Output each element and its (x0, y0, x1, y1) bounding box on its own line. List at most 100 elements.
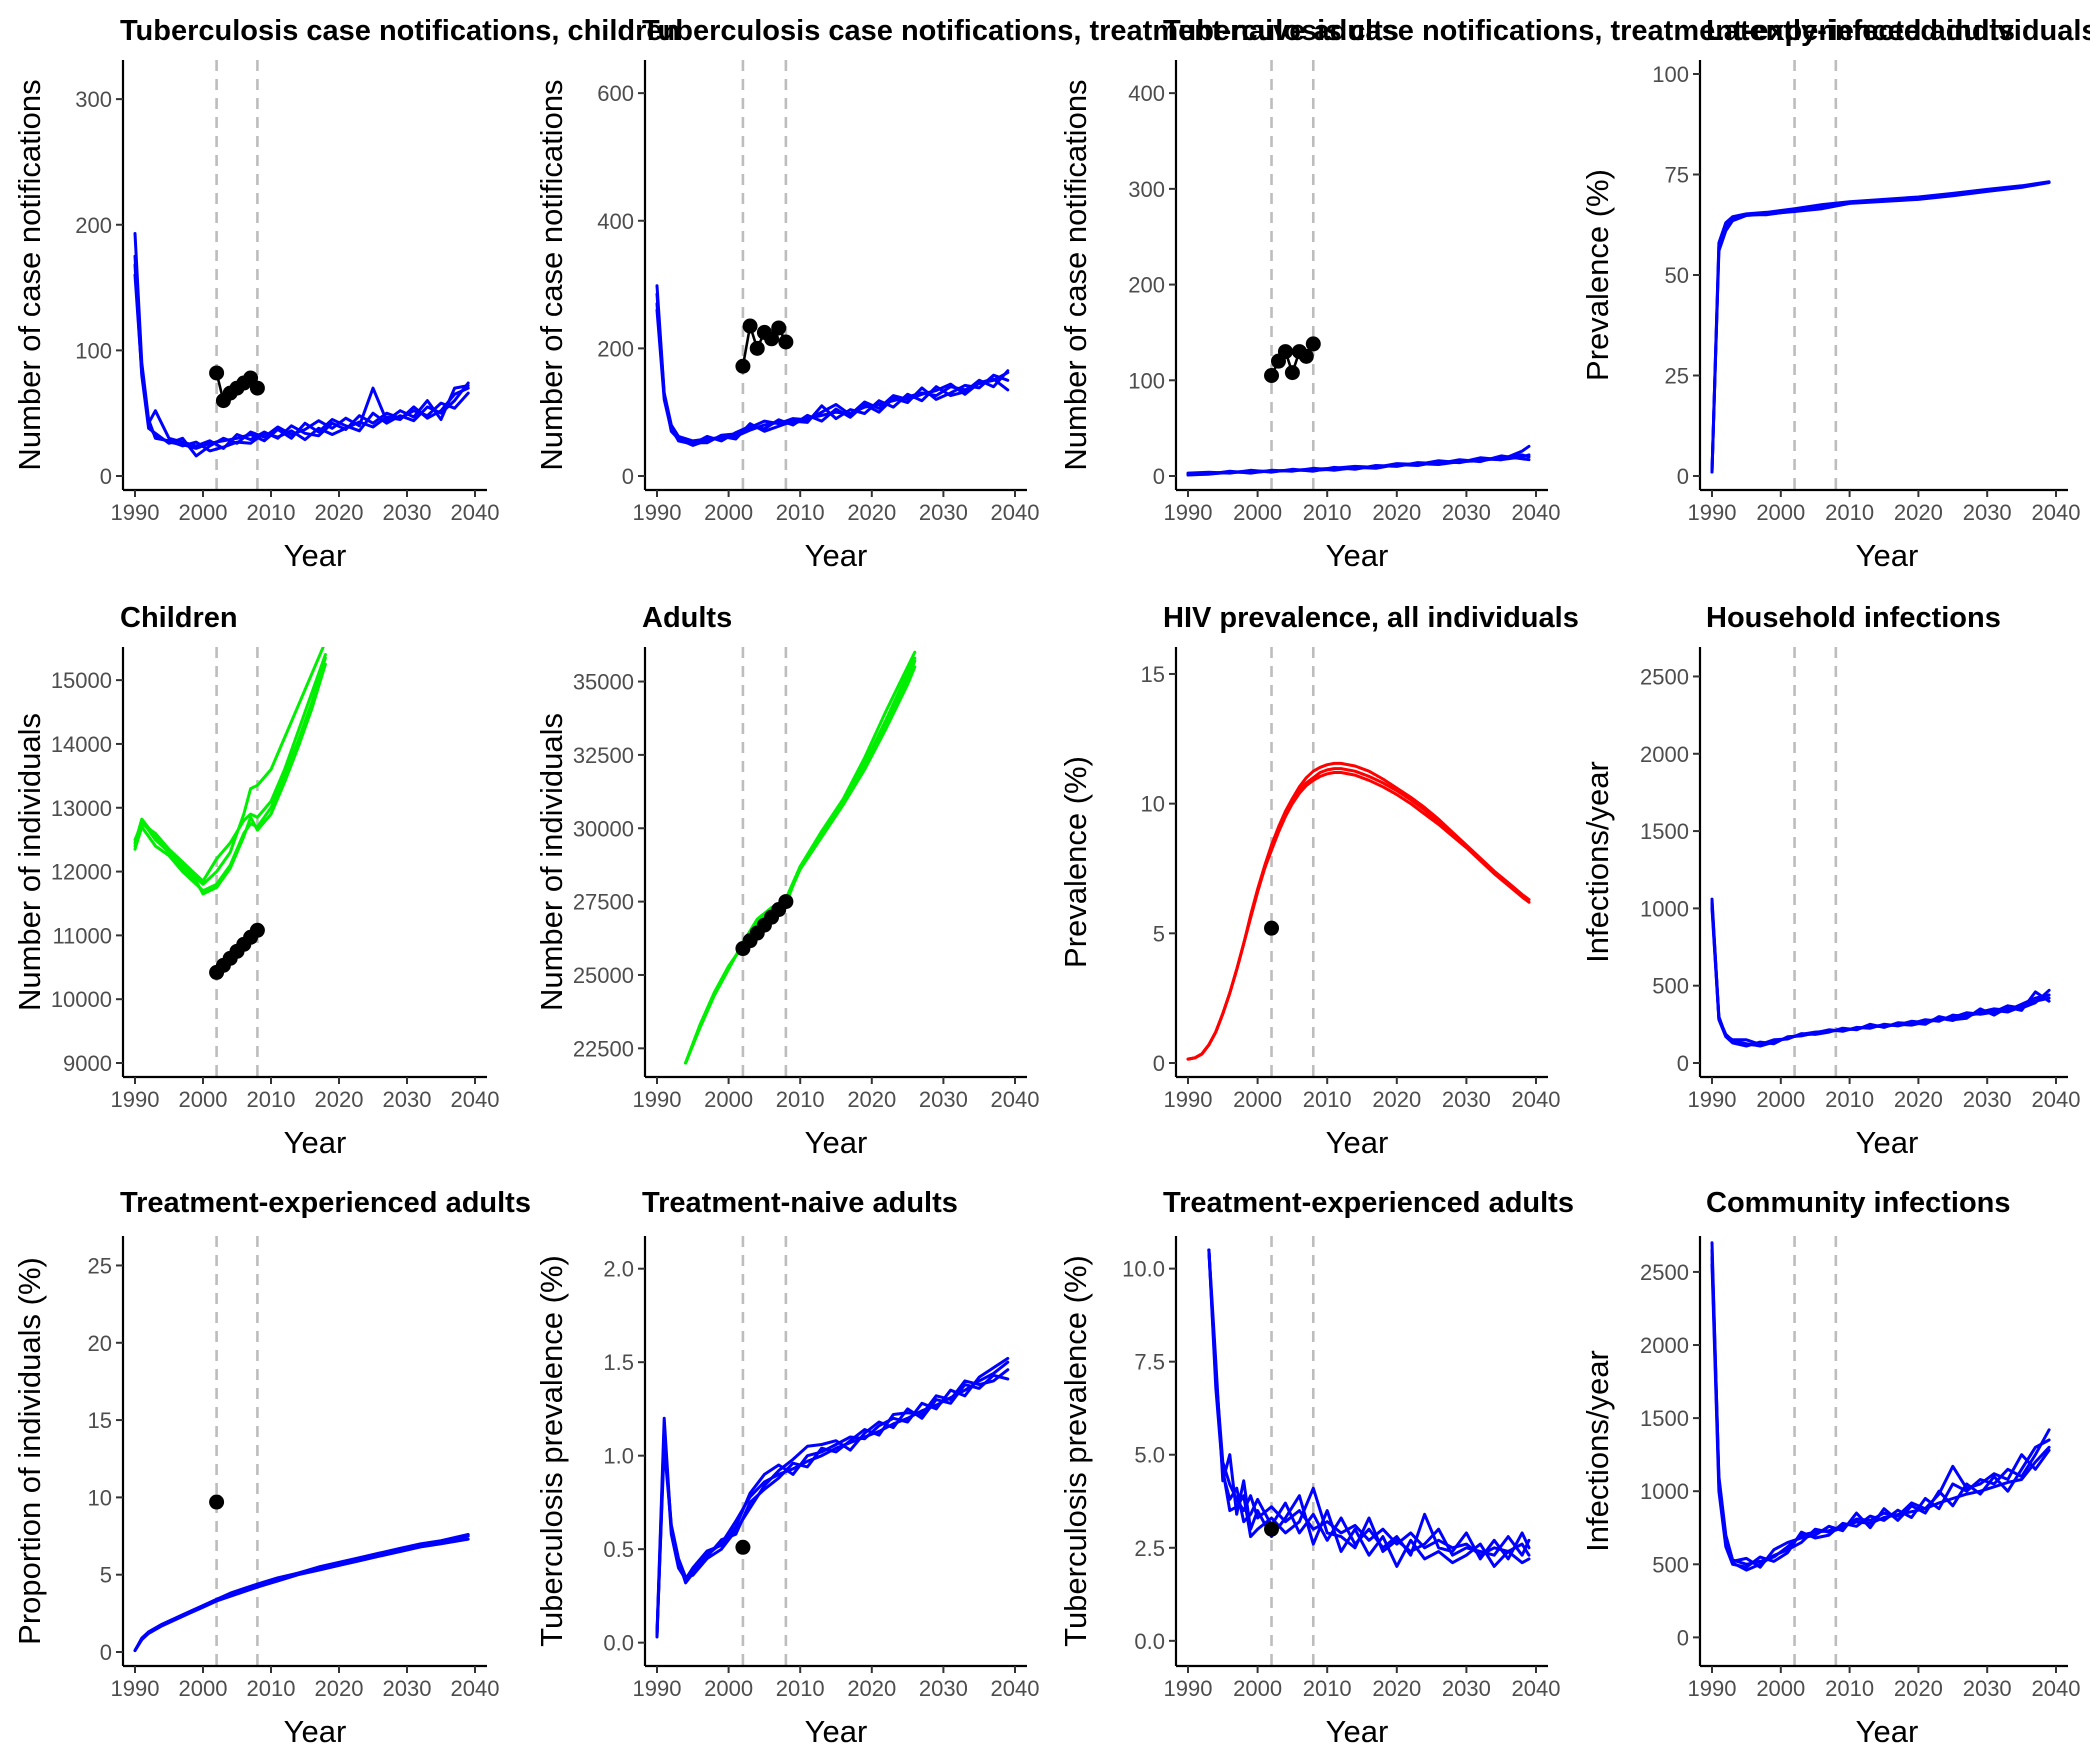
y-axis-title: Number of individuals (12, 713, 47, 1011)
x-tick-label: 2040 (1512, 1676, 1561, 1701)
x-tick-label: 2040 (1512, 500, 1561, 525)
y-tick-label: 2000 (1640, 1333, 1689, 1358)
series-line (1710, 180, 2051, 474)
y-tick-label: 0 (1677, 1625, 1689, 1650)
series-line (655, 308, 1010, 445)
y-tick-label: 9000 (63, 1051, 112, 1076)
y-tick-label: 20 (88, 1331, 112, 1356)
y-tick-label: 200 (75, 213, 112, 238)
x-tick-label: 2030 (919, 500, 968, 525)
series-line (1710, 181, 2051, 474)
x-axis-title: Year (805, 1714, 868, 1749)
panel-9: 1990 2000 2010 2020 2030 2040 0 5 10 15 20 25 Year Pr… (12, 1187, 531, 1749)
y-axis-title: Infections/year (1580, 761, 1615, 963)
y-tick-label: 0 (100, 464, 112, 489)
x-tick-label: 2020 (1372, 1676, 1421, 1701)
y-tick-label: 5 (100, 1563, 112, 1588)
y-tick-label: 50 (1665, 263, 1689, 288)
y-axis-title: Prevalence (%) (1580, 169, 1615, 381)
series-line (684, 650, 917, 1065)
series-line (1186, 761, 1531, 1061)
series-line (1207, 1248, 1531, 1557)
x-tick-label: 2020 (1894, 1087, 1943, 1112)
y-axis-title: Infections/year (1580, 1350, 1615, 1552)
x-tick-label: 2000 (1756, 1087, 1805, 1112)
x-tick-label: 2000 (1233, 1087, 1282, 1112)
y-tick-label: 400 (1128, 81, 1165, 106)
x-tick-label: 2010 (247, 1676, 296, 1701)
y-tick-label: 500 (1652, 1552, 1689, 1577)
series-line (1710, 1263, 2051, 1569)
observed-point (1298, 348, 1314, 364)
y-tick-label: 25 (1665, 364, 1689, 389)
y-tick-label: 30000 (573, 816, 634, 841)
y-axis-title: Number of case notifications (1058, 79, 1093, 470)
series-line (655, 1368, 1010, 1635)
y-tick-label: 1000 (1640, 896, 1689, 921)
y-tick-label: 1.0 (603, 1444, 634, 1469)
x-tick-label: 2000 (704, 500, 753, 525)
series-line (1207, 1248, 1531, 1561)
series-line (133, 1533, 470, 1652)
x-tick-label: 2010 (1825, 500, 1874, 525)
x-tick-label: 2030 (1442, 1676, 1491, 1701)
x-tick-label: 2010 (1825, 1676, 1874, 1701)
observed-point (209, 1494, 225, 1510)
x-axis-title: Year (805, 538, 868, 573)
observed-point (249, 380, 265, 396)
y-tick-label: 75 (1665, 163, 1689, 188)
panel-title: Tuberculosis case notifications, treatme… (642, 15, 1399, 47)
x-tick-label: 1990 (111, 500, 160, 525)
y-tick-label: 2500 (1640, 1260, 1689, 1285)
panel-title: Latently-infected individuals (1706, 15, 2090, 47)
x-tick-label: 1990 (1688, 1087, 1737, 1112)
y-axis-title: Number of individuals (534, 713, 569, 1011)
x-tick-label: 1990 (1164, 1676, 1213, 1701)
x-tick-label: 2020 (1372, 1087, 1421, 1112)
x-tick-label: 1990 (111, 1087, 160, 1112)
x-axis-title: Year (1856, 1125, 1919, 1160)
series-line (1710, 1248, 2051, 1566)
y-tick-label: 200 (597, 336, 634, 361)
y-tick-label: 22500 (573, 1036, 634, 1061)
x-tick-label: 2020 (315, 1087, 364, 1112)
panel-title: Adults (642, 602, 732, 634)
x-tick-label: 1990 (1164, 500, 1213, 525)
x-tick-label: 2030 (383, 500, 432, 525)
y-tick-label: 15000 (51, 668, 112, 693)
x-tick-label: 1990 (633, 1087, 682, 1112)
panel-11: 1990 2000 2010 2020 2030 2040 0.0 2.5 5.0 7.5 10.0… (1058, 1187, 1574, 1749)
series-line (133, 662, 327, 896)
panel-7: 1990 2000 2010 2020 2030 2040 0 5 10 15 Year Preval… (1058, 602, 1579, 1160)
x-tick-label: 2010 (776, 500, 825, 525)
x-tick-label: 2030 (1442, 500, 1491, 525)
x-tick-label: 2000 (704, 1676, 753, 1701)
panel-title: Community infections (1706, 1187, 2011, 1219)
y-tick-label: 0 (622, 464, 634, 489)
series-line (684, 656, 917, 1065)
panel-title: HIV prevalence, all individuals (1163, 602, 1579, 634)
series-line (655, 292, 1010, 447)
x-tick-label: 2010 (247, 500, 296, 525)
series-line (1710, 181, 2051, 474)
y-tick-label: 10 (1141, 792, 1165, 817)
x-axis-title: Year (284, 538, 347, 573)
y-tick-label: 11000 (52, 923, 112, 948)
y-tick-label: 2.5 (1134, 1536, 1165, 1561)
y-tick-label: 10.0 (1122, 1257, 1165, 1282)
x-tick-label: 1990 (1688, 500, 1737, 525)
series-line (655, 1373, 1010, 1639)
y-tick-label: 100 (1652, 62, 1689, 87)
observed-point (1264, 368, 1280, 383)
series-line (1186, 771, 1531, 1061)
x-axis-title: Year (1326, 1125, 1389, 1160)
panel-5: 1990 2000 2010 2020 2030 2040 9000 10000 11000 12… (12, 602, 499, 1160)
panel-4: 1990 2000 2010 2020 2030 2040 0 25 50 75 100 Year Pr… (1580, 15, 2090, 573)
series-line (1710, 903, 2051, 1048)
y-tick-label: 100 (75, 338, 112, 363)
y-tick-label: 13000 (51, 796, 112, 821)
y-tick-label: 600 (597, 81, 634, 106)
x-tick-label: 2030 (919, 1676, 968, 1701)
y-tick-label: 0 (1153, 464, 1165, 489)
y-tick-label: 0 (1677, 464, 1689, 489)
